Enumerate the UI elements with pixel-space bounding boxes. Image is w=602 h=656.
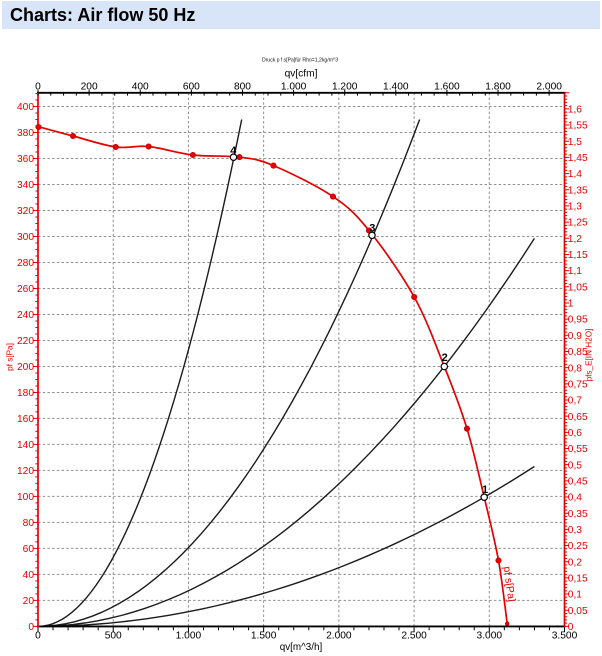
- svg-text:0,8: 0,8: [568, 363, 582, 374]
- svg-text:1.500: 1.500: [251, 631, 277, 642]
- svg-text:0,15: 0,15: [568, 573, 588, 584]
- svg-text:1.800: 1.800: [485, 82, 511, 93]
- svg-text:0,35: 0,35: [568, 509, 588, 520]
- svg-text:3.500: 3.500: [552, 631, 578, 642]
- svg-text:1,25: 1,25: [568, 218, 588, 229]
- svg-text:1,3: 1,3: [568, 202, 582, 213]
- svg-text:qv[cfm]: qv[cfm]: [285, 69, 318, 80]
- svg-text:1.200: 1.200: [332, 82, 358, 93]
- svg-text:0: 0: [35, 82, 41, 93]
- svg-text:Druck p f s[Pa]für Rho=1,2kg/m: Druck p f s[Pa]für Rho=1,2kg/m^3: [262, 58, 338, 64]
- svg-text:200: 200: [17, 362, 34, 373]
- svg-text:2: 2: [442, 352, 448, 364]
- svg-text:1,1: 1,1: [568, 266, 582, 277]
- svg-text:0,55: 0,55: [568, 444, 588, 455]
- svg-text:100: 100: [17, 492, 34, 503]
- svg-text:4: 4: [230, 145, 237, 157]
- svg-text:1,6: 1,6: [568, 104, 582, 115]
- svg-text:600: 600: [183, 82, 200, 93]
- svg-text:0: 0: [568, 622, 574, 633]
- svg-text:320: 320: [17, 206, 34, 217]
- svg-text:380: 380: [17, 128, 34, 139]
- svg-text:1: 1: [568, 299, 574, 310]
- svg-text:300: 300: [17, 232, 34, 243]
- svg-text:3: 3: [369, 222, 375, 234]
- svg-text:1,2: 1,2: [568, 234, 582, 245]
- svg-text:0,1: 0,1: [568, 590, 582, 601]
- svg-text:0,95: 0,95: [568, 315, 588, 326]
- svg-text:0,05: 0,05: [568, 606, 588, 617]
- svg-text:0,9: 0,9: [568, 331, 582, 342]
- svg-text:1,35: 1,35: [568, 185, 588, 196]
- svg-text:0: 0: [28, 622, 34, 633]
- svg-text:1.600: 1.600: [434, 82, 460, 93]
- svg-text:0,6: 0,6: [568, 428, 582, 439]
- svg-text:1.000: 1.000: [281, 82, 307, 93]
- svg-text:1,55: 1,55: [568, 121, 588, 132]
- svg-text:0,75: 0,75: [568, 379, 588, 390]
- svg-text:qv[m^3/h]: qv[m^3/h]: [280, 642, 323, 653]
- svg-text:360: 360: [17, 154, 34, 165]
- svg-text:1,05: 1,05: [568, 282, 588, 293]
- svg-text:400: 400: [132, 82, 149, 93]
- svg-text:340: 340: [17, 180, 34, 191]
- svg-text:1,4: 1,4: [568, 169, 582, 180]
- svg-text:260: 260: [17, 284, 34, 295]
- svg-text:1: 1: [482, 484, 488, 496]
- svg-text:0,4: 0,4: [568, 493, 582, 504]
- svg-text:0,25: 0,25: [568, 541, 588, 552]
- svg-text:500: 500: [105, 631, 122, 642]
- svg-text:pf s[Pa]: pf s[Pa]: [501, 566, 518, 603]
- svg-text:400: 400: [17, 102, 34, 113]
- svg-text:2.000: 2.000: [326, 631, 352, 642]
- svg-text:0,5: 0,5: [568, 460, 582, 471]
- svg-text:0,65: 0,65: [568, 412, 588, 423]
- svg-text:80: 80: [23, 518, 35, 529]
- svg-text:2.500: 2.500: [401, 631, 427, 642]
- svg-text:0: 0: [35, 631, 41, 642]
- svg-text:800: 800: [234, 82, 251, 93]
- svg-text:1.000: 1.000: [176, 631, 202, 642]
- svg-text:3.000: 3.000: [477, 631, 503, 642]
- svg-text:pf s[Pa]: pf s[Pa]: [6, 343, 15, 371]
- svg-text:0,2: 0,2: [568, 557, 582, 568]
- svg-text:pfs_E[IN H2O]: pfs_E[IN H2O]: [585, 329, 594, 382]
- svg-text:40: 40: [23, 570, 35, 581]
- svg-text:0,85: 0,85: [568, 347, 588, 358]
- svg-text:120: 120: [17, 466, 34, 477]
- svg-text:140: 140: [17, 440, 34, 451]
- svg-text:240: 240: [17, 310, 34, 321]
- svg-text:1.400: 1.400: [383, 82, 409, 93]
- svg-text:280: 280: [17, 258, 34, 269]
- svg-text:160: 160: [17, 414, 34, 425]
- svg-text:180: 180: [17, 388, 34, 399]
- svg-text:60: 60: [23, 544, 35, 555]
- svg-text:0,45: 0,45: [568, 476, 588, 487]
- svg-text:1,5: 1,5: [568, 137, 582, 148]
- svg-text:0,3: 0,3: [568, 525, 582, 536]
- svg-text:200: 200: [81, 82, 98, 93]
- svg-text:2.000: 2.000: [536, 82, 562, 93]
- svg-text:220: 220: [17, 336, 34, 347]
- svg-text:0,7: 0,7: [568, 396, 582, 407]
- svg-text:1,15: 1,15: [568, 250, 588, 261]
- svg-text:1,45: 1,45: [568, 153, 588, 164]
- svg-text:20: 20: [23, 596, 35, 607]
